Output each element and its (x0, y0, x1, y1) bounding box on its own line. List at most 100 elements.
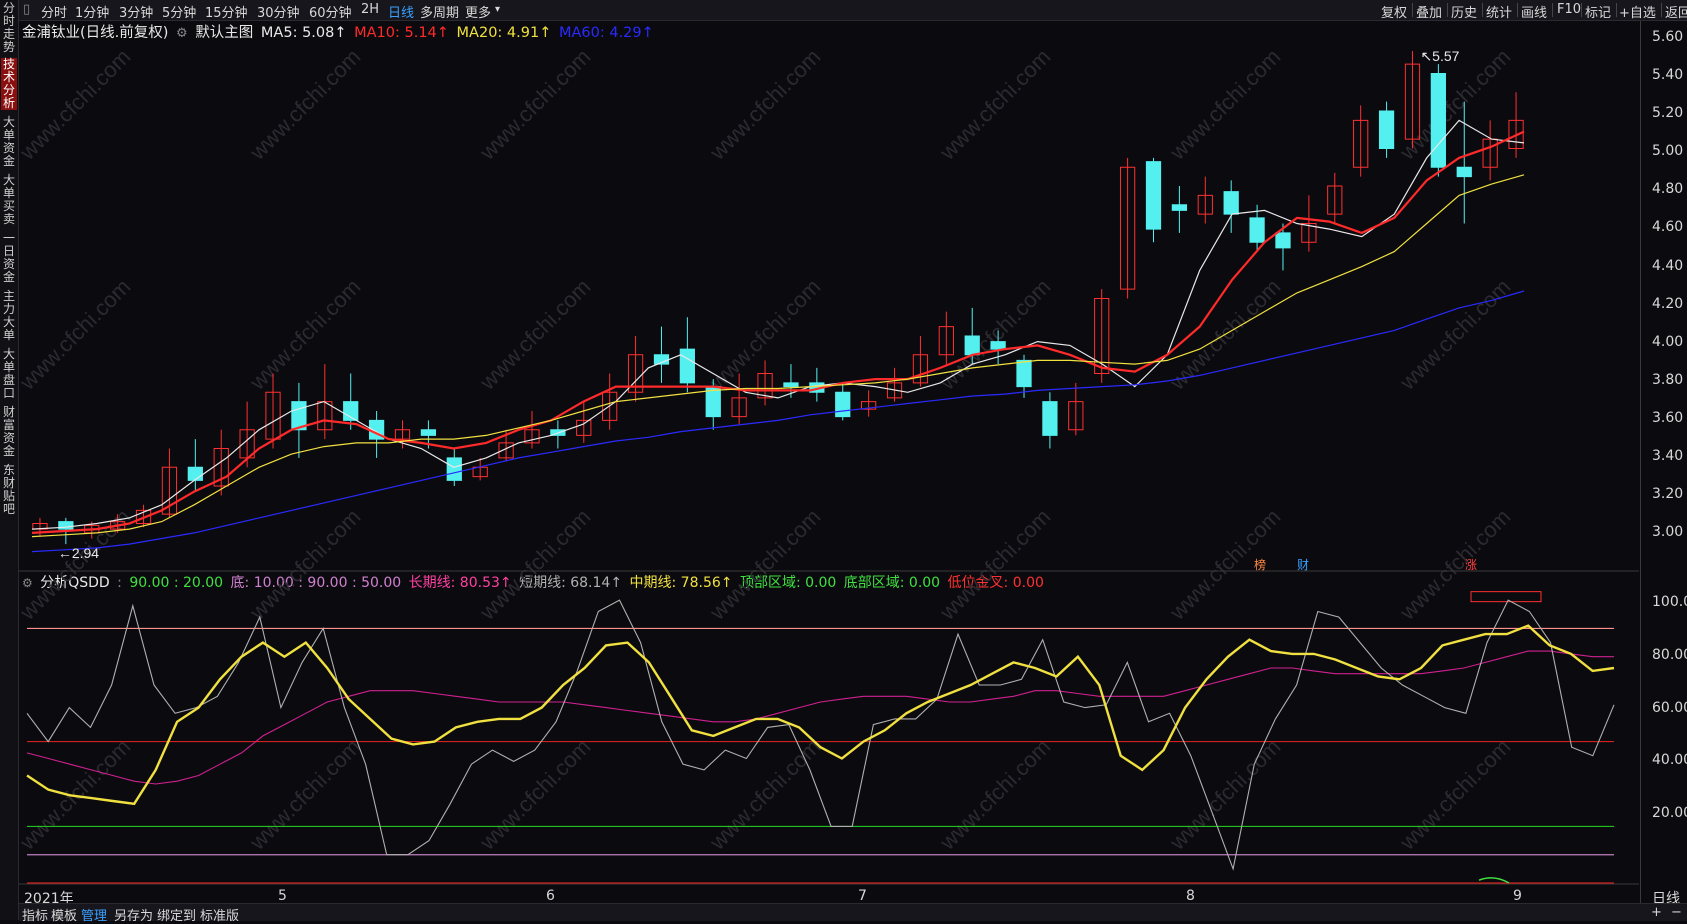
tab-bind-to[interactable]: 绑定到 (157, 909, 197, 924)
watermark-text: www.cfchi.com (704, 504, 825, 625)
candle-up (1482, 138, 1498, 168)
candle-up (912, 354, 929, 384)
bottom-tab-bar: 指标 模板 管理 另存为 绑定到 标准版 + − (19, 903, 1687, 924)
candle-up (1301, 223, 1317, 243)
toolbar-stats[interactable]: 统计 (1486, 6, 1513, 21)
watermark-text: www.cfchi.com (1164, 44, 1285, 165)
watermark-text: www.cfchi.com (1394, 504, 1515, 625)
toolbar-overlay[interactable]: 叠加 (1416, 6, 1443, 21)
candle-down (291, 401, 307, 431)
toolbar-f10[interactable]: F10 (1557, 2, 1582, 17)
more-chevron-icon[interactable]: ▾ (495, 4, 501, 15)
toolbar-draw[interactable]: 画线 (1521, 6, 1548, 21)
candle-up (498, 442, 514, 459)
period-more[interactable]: 更多 (465, 6, 492, 21)
period-1min[interactable]: 1分钟 (75, 6, 110, 21)
event-marker: 涨 (1465, 557, 1477, 572)
toolbar-mark[interactable]: 标记 (1585, 6, 1612, 21)
tab-save-as[interactable]: 另存为 (114, 909, 154, 924)
sidebar-item-forum[interactable]: 东财贴吧 (2, 463, 15, 516)
candle-up (1094, 298, 1110, 374)
candle-up (135, 509, 152, 524)
candle-down (835, 391, 851, 418)
template-settings-icon[interactable]: ⚙ (176, 26, 188, 41)
sidebar-item-main-force[interactable]: 主力大单 (2, 289, 15, 342)
toolbar-back[interactable]: 返回 (1665, 6, 1687, 21)
zoom-in-icon[interactable]: + (1651, 905, 1662, 920)
period-5min[interactable]: 5分钟 (162, 6, 197, 21)
period-15min[interactable]: 15分钟 (205, 6, 248, 21)
period-daily[interactable]: 日线 (388, 6, 415, 21)
watermark-text: www.cfchi.com (19, 44, 135, 165)
candle-down (990, 341, 1006, 350)
sidebar-item-order-book[interactable]: 大单盘口 (2, 347, 15, 400)
sidebar-item-timeshare[interactable]: 分时走势 (2, 1, 15, 54)
template-name[interactable]: 默认主图 (195, 25, 254, 41)
candle-up (576, 419, 592, 436)
ma-line-ma5 (31, 119, 1525, 530)
candle-down (420, 429, 437, 436)
candle-up (757, 373, 773, 399)
indicator-settings-icon[interactable]: ⚙ (22, 576, 33, 590)
event-marker: 财 (1297, 558, 1309, 572)
candle-down (1016, 359, 1032, 388)
candle-up (1327, 185, 1343, 215)
low-price-label: ←2.94 (58, 545, 99, 561)
tab-standard[interactable]: 标准版 (200, 909, 240, 924)
sidebar-item-daily-funds[interactable]: 一日资金 (2, 231, 15, 284)
candle-up (1353, 119, 1369, 168)
candle-down (1378, 110, 1395, 149)
indicator-mid-line: 中期线: 78.56↑ (629, 575, 733, 591)
candle-down (1042, 401, 1058, 436)
watermark-text: www.cfchi.com (244, 274, 365, 395)
watermark-text: www.cfchi.com (244, 734, 365, 855)
price-tick: 5.20 (1652, 105, 1684, 121)
indicator-param-bottom: 底: 10.00 : 90.00 : 50.00 (230, 575, 402, 591)
price-tick: 5.60 (1652, 29, 1684, 45)
candle-down (1145, 161, 1162, 230)
x-axis-month: 6 (546, 888, 555, 904)
indicator-tick: 40.00 (1652, 752, 1687, 768)
indicator-bottom-zone: 底部区域: 0.00 (843, 575, 941, 591)
sidebar-item-wealth-funds[interactable]: 财富资金 (2, 405, 15, 458)
indicator-top-zone: 顶部区域: 0.00 (739, 575, 837, 591)
period-2h[interactable]: 2H (361, 2, 380, 17)
period-3min[interactable]: 3分钟 (119, 6, 154, 21)
toolbar-add-watchlist[interactable]: +自选 (1619, 6, 1656, 21)
toolbar-history[interactable]: 历史 (1451, 6, 1478, 21)
period-60min[interactable]: 60分钟 (309, 6, 352, 21)
indicator-short-line: 短期线: 68.14↑ (519, 575, 623, 591)
sidebar-item-big-order-funds[interactable]: 大单资金 (2, 115, 15, 168)
candle-down (58, 521, 74, 530)
candle-down (446, 457, 462, 481)
candle-up (1119, 166, 1136, 290)
indicator-tick: 100.0 (1652, 594, 1687, 610)
ma-line-ma20 (31, 174, 1525, 538)
price-tick: 3.00 (1652, 524, 1684, 540)
toolbar-toggle-icon[interactable]: ▯ (23, 2, 31, 17)
sidebar-item-technical-analysis[interactable]: 技术分析 (1, 57, 17, 110)
main-chart-legend: 金浦钛业(日线.前复权) ⚙ 默认主图 MA5: 5.08↑ MA10: 5.1… (22, 21, 657, 42)
price-axis (1640, 21, 1687, 903)
period-30min[interactable]: 30分钟 (257, 6, 300, 21)
zoom-out-icon[interactable]: − (1671, 905, 1682, 920)
watermark-text: www.cfchi.com (1164, 734, 1285, 855)
period-multi[interactable]: 多周期 (420, 6, 460, 21)
tab-indicators[interactable]: 指标 (22, 909, 49, 924)
price-tick: 5.40 (1652, 67, 1684, 83)
chart-canvas[interactable]: www.cfchi.com www.cfchi.com www.cfchi.com w… (19, 21, 1639, 903)
indicator-legend: ⚙ 分析QSDD : 90.00 : 20.00 底: 10.00 : 90.0… (22, 575, 1044, 591)
candle-up (265, 391, 281, 440)
indicator-param-top: 90.00 : 20.00 (129, 575, 224, 591)
x-axis-month: 9 (1513, 888, 1522, 904)
sidebar-item-big-order-trades[interactable]: 大单买卖 (2, 173, 15, 226)
ma-line-ma60 (31, 290, 1525, 553)
watermark-text: www.cfchi.com (19, 734, 135, 855)
candle-up (602, 391, 618, 421)
toolbar-adjust[interactable]: 复权 (1381, 6, 1408, 21)
candle-up (861, 401, 877, 410)
tab-templates[interactable]: 模板 (51, 909, 78, 924)
tab-manage[interactable]: 管理 (81, 909, 108, 924)
indicator-name[interactable]: 分析QSDD (40, 575, 110, 591)
period-timeshare[interactable]: 分时 (41, 6, 68, 21)
